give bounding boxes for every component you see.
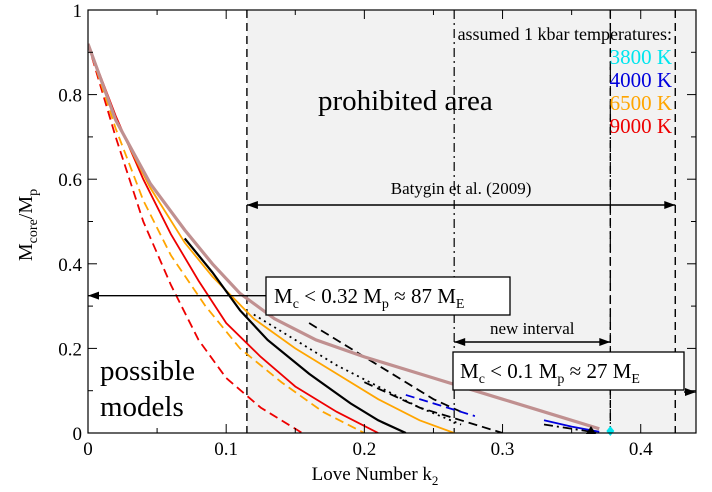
- box1-text-part: p: [382, 297, 389, 312]
- batygin-arrow-head-left: [246, 201, 258, 209]
- models-label: models: [100, 391, 184, 423]
- series-line-4: [183, 237, 407, 433]
- series-line-6: [253, 313, 462, 426]
- box2-text-part: c: [479, 372, 485, 387]
- series-line-7: [308, 322, 462, 413]
- y-tick-label: 0.6: [58, 170, 82, 191]
- box2-text-part: E: [631, 372, 640, 387]
- batygin-arrow: [246, 201, 676, 209]
- axis-ticks: 0 0.1 0.2 0.3 0.4 0 0.2 0.4 0.6 0.8 1: [58, 1, 696, 460]
- batygin-arrow-head-right: [664, 201, 676, 209]
- new-interval-label: new interval: [490, 319, 575, 338]
- x-axis-label: Love Number k2: [312, 464, 439, 488]
- box2-text-part: p: [557, 372, 564, 387]
- triangle-marker: [585, 426, 596, 434]
- box1-text-part: ≈ 87 M: [389, 284, 456, 308]
- y-tick-label: 0: [73, 424, 83, 445]
- new-interval-arrow-head-right: [599, 338, 611, 346]
- box2-frame: [452, 351, 685, 391]
- legend-entry: 9000 K: [610, 114, 672, 138]
- x-tick-label: 0.2: [352, 439, 376, 460]
- prohibited-area-label: prohibited area: [318, 85, 493, 117]
- boundary-curve: [88, 43, 600, 431]
- box2-arrowhead: [685, 388, 696, 396]
- y-axis-label: Mcore/Mp: [15, 189, 41, 261]
- series-line-1: [88, 43, 303, 433]
- box1-text-part: M: [274, 284, 293, 308]
- box1-text: Mc < 0.32 Mp ≈ 87 ME: [274, 284, 464, 312]
- legend-entry: 4000 K: [610, 68, 672, 92]
- box2-text-part: M: [460, 359, 479, 383]
- annotations-group: prohibited area possible models Batygin et …: [88, 85, 696, 423]
- box2-text-part: ≈ 27 M: [564, 359, 631, 383]
- box2-text: Mc < 0.1 Mp ≈ 27 ME: [460, 359, 640, 387]
- x-tick-label: 0.1: [214, 439, 238, 460]
- y-tick-label: 0.4: [58, 255, 82, 276]
- box1-text-part: c: [293, 297, 299, 312]
- series-line-5: [363, 381, 503, 433]
- legend-entry: 6500 K: [610, 91, 672, 115]
- x-tick-label: 0: [83, 439, 93, 460]
- y-tick-label: 1: [73, 1, 83, 22]
- series-line-8: [405, 394, 476, 417]
- legend-entry: 3800 K: [610, 45, 672, 69]
- y-tick-label: 0.2: [58, 339, 82, 360]
- box2-text-part: < 0.1 M: [485, 359, 558, 383]
- new-interval-arrow: [454, 338, 611, 346]
- box1-text-part: < 0.32 M: [299, 284, 382, 308]
- possible-label: possible: [100, 355, 195, 387]
- box1-arrowhead: [88, 291, 99, 300]
- box1-text-part: E: [456, 297, 465, 312]
- new-interval-arrow-head-left: [454, 338, 466, 346]
- x-tick-label: 0.3: [491, 439, 515, 460]
- box1-frame: [265, 276, 511, 316]
- x-tick-label: 0.4: [629, 439, 653, 460]
- legend-title: assumed 1 kbar temperatures:: [458, 24, 672, 44]
- y-tick-label: 0.8: [58, 86, 82, 107]
- series-line-3: [88, 43, 365, 433]
- batygin-label: Batygin et al. (2009): [391, 179, 532, 198]
